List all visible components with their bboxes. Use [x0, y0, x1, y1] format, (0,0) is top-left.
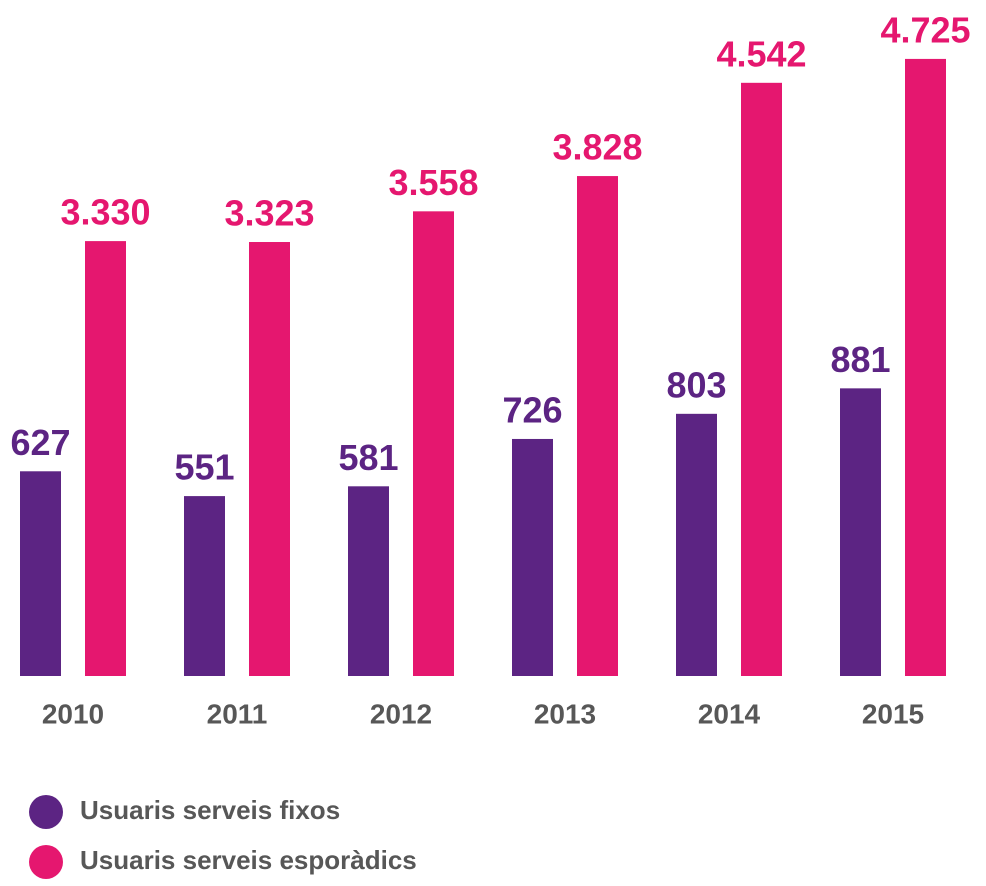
legend-swatch — [29, 795, 63, 829]
data-label: 551 — [174, 447, 234, 488]
data-label: 4.542 — [716, 33, 806, 74]
data-label: 4.725 — [880, 9, 970, 50]
bar — [85, 241, 126, 677]
bar — [348, 486, 389, 676]
data-label: 3.330 — [60, 192, 150, 233]
x-tick-label: 2011 — [207, 698, 268, 729]
bar — [249, 242, 290, 676]
data-label: 881 — [830, 339, 890, 380]
x-tick-label: 2015 — [862, 698, 924, 729]
bar — [20, 471, 61, 676]
bar — [741, 82, 782, 676]
bar — [512, 438, 553, 676]
legend-swatch — [29, 845, 63, 879]
legend-label: Usuaris serveis fixos — [80, 795, 340, 825]
bar — [905, 58, 946, 677]
data-label: 3.323 — [224, 193, 314, 234]
bar — [676, 413, 717, 676]
data-label: 627 — [10, 422, 70, 463]
x-tick-label: 2013 — [534, 698, 596, 729]
data-label: 726 — [502, 389, 562, 430]
data-label: 581 — [338, 437, 398, 478]
x-tick-label: 2010 — [42, 698, 104, 729]
x-tick-label: 2012 — [370, 698, 432, 729]
data-label: 3.558 — [388, 162, 478, 203]
data-label: 3.828 — [552, 127, 642, 168]
bar — [413, 211, 454, 676]
bar — [577, 176, 618, 676]
x-tick-label: 2014 — [698, 698, 761, 729]
bar — [840, 388, 881, 676]
data-label: 803 — [666, 364, 726, 405]
bar — [184, 496, 225, 676]
legend-label: Usuaris serveis esporàdics — [80, 845, 417, 875]
